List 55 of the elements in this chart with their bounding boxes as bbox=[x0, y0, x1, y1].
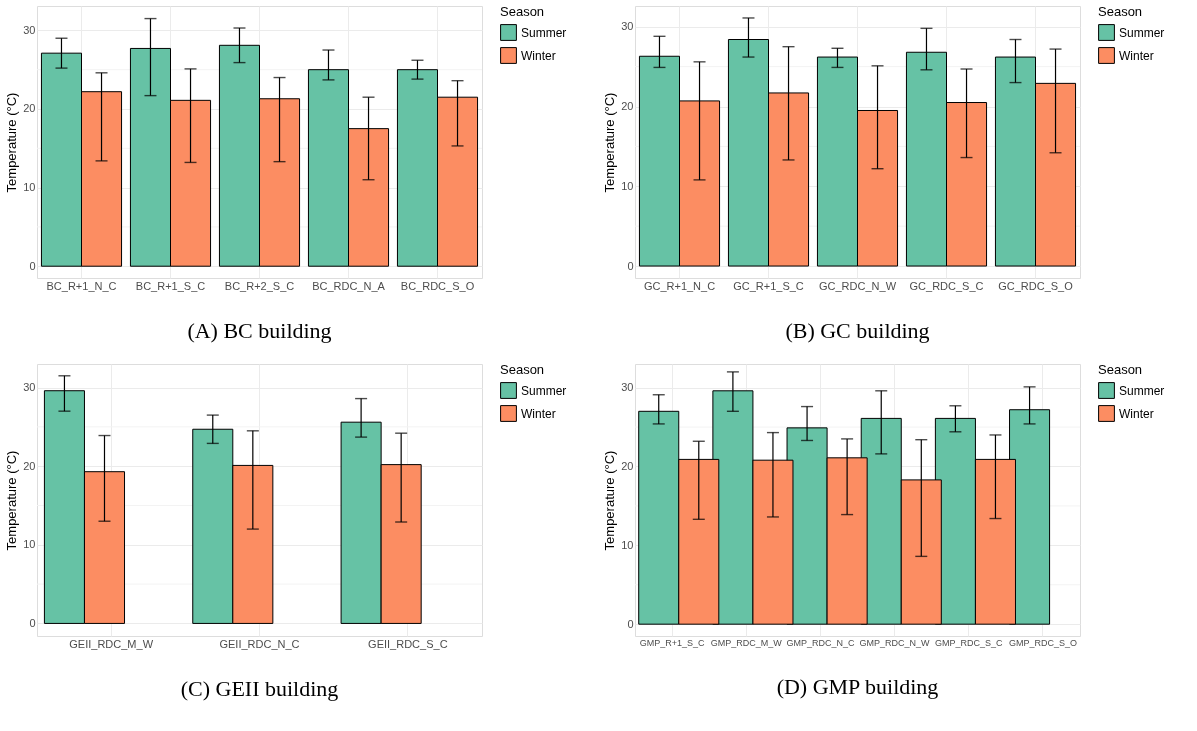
y-axis-title: Temperature (°C) bbox=[602, 450, 618, 551]
x-tick-label: GC_RDC_S_O bbox=[998, 279, 1074, 292]
x-tick-label: BC_R+2_S_C bbox=[224, 279, 295, 292]
x-tick-label: GC_RDC_S_C bbox=[909, 279, 984, 292]
x-tick-label: BC_RDC_S_O bbox=[400, 279, 475, 292]
y-tick-label: 0 bbox=[627, 617, 634, 630]
text: (A) BC building bbox=[187, 318, 332, 343]
legend-label: Winter bbox=[1119, 48, 1154, 63]
x-tick-label: GC_R+1_N_C bbox=[643, 279, 716, 292]
legend-label: Winter bbox=[521, 48, 556, 63]
x-tick-label: GMP_RDC_S_O bbox=[1008, 637, 1077, 648]
x-tick-label: GEII_RDC_N_C bbox=[219, 637, 300, 650]
text: (B) GC building bbox=[785, 318, 930, 343]
legend-title: Season bbox=[500, 4, 545, 19]
x-tick-label: BC_R+1_S_C bbox=[135, 279, 206, 292]
legend-title: Season bbox=[1098, 362, 1143, 377]
text: (C) GEII building bbox=[180, 676, 339, 701]
y-tick-label: 30 bbox=[621, 20, 634, 33]
y-tick-label: 10 bbox=[621, 179, 634, 192]
y-tick-label: 10 bbox=[621, 538, 634, 551]
text: (D) GMP building bbox=[776, 674, 939, 699]
y-tick-label: 30 bbox=[23, 23, 36, 36]
x-tick-label: BC_R+1_N_C bbox=[46, 279, 117, 292]
y-tick-label: 0 bbox=[29, 616, 36, 629]
x-tick-label: GMP_RDC_M_W bbox=[710, 637, 783, 648]
x-tick-label: GMP_R+1_S_C bbox=[639, 637, 705, 648]
y-axis-title: Temperature (°C) bbox=[4, 92, 20, 193]
y-tick-label: 20 bbox=[621, 100, 634, 112]
x-tick-label: GMP_RDC_S_C bbox=[934, 637, 1003, 648]
y-tick-label: 30 bbox=[23, 381, 36, 394]
legend-label: Winter bbox=[1119, 406, 1154, 421]
legend-label: Summer bbox=[1119, 383, 1165, 398]
y-axis-title: Temperature (°C) bbox=[602, 92, 618, 193]
y-tick-label: 20 bbox=[23, 102, 36, 115]
y-axis-title: Temperature (°C) bbox=[4, 450, 20, 551]
x-tick-label: GC_R+1_S_C bbox=[733, 279, 804, 292]
y-tick-label: 0 bbox=[29, 259, 36, 272]
y-tick-label: 30 bbox=[621, 381, 634, 394]
y-tick-label: 10 bbox=[23, 538, 36, 551]
legend-label: Winter bbox=[521, 406, 556, 421]
x-tick-label: GEII_RDC_S_C bbox=[368, 637, 448, 650]
legend-title: Season bbox=[1098, 4, 1143, 19]
y-tick-label: 10 bbox=[23, 181, 36, 194]
legend-label: Summer bbox=[521, 383, 567, 398]
x-tick-label: GMP_RDC_N_C bbox=[786, 637, 855, 648]
x-tick-label: GC_RDC_N_W bbox=[818, 279, 897, 292]
x-tick-label: BC_RDC_N_A bbox=[312, 279, 386, 292]
legend-label: Summer bbox=[1119, 25, 1165, 40]
y-tick-label: 0 bbox=[627, 259, 634, 272]
legend-title: Season bbox=[500, 362, 545, 377]
x-tick-label: GMP_RDC_N_W bbox=[859, 637, 931, 648]
y-tick-label: 20 bbox=[23, 459, 36, 472]
y-tick-label: 20 bbox=[621, 459, 634, 472]
x-tick-label: GEII_RDC_M_W bbox=[69, 637, 154, 650]
legend-label: Summer bbox=[521, 25, 567, 40]
